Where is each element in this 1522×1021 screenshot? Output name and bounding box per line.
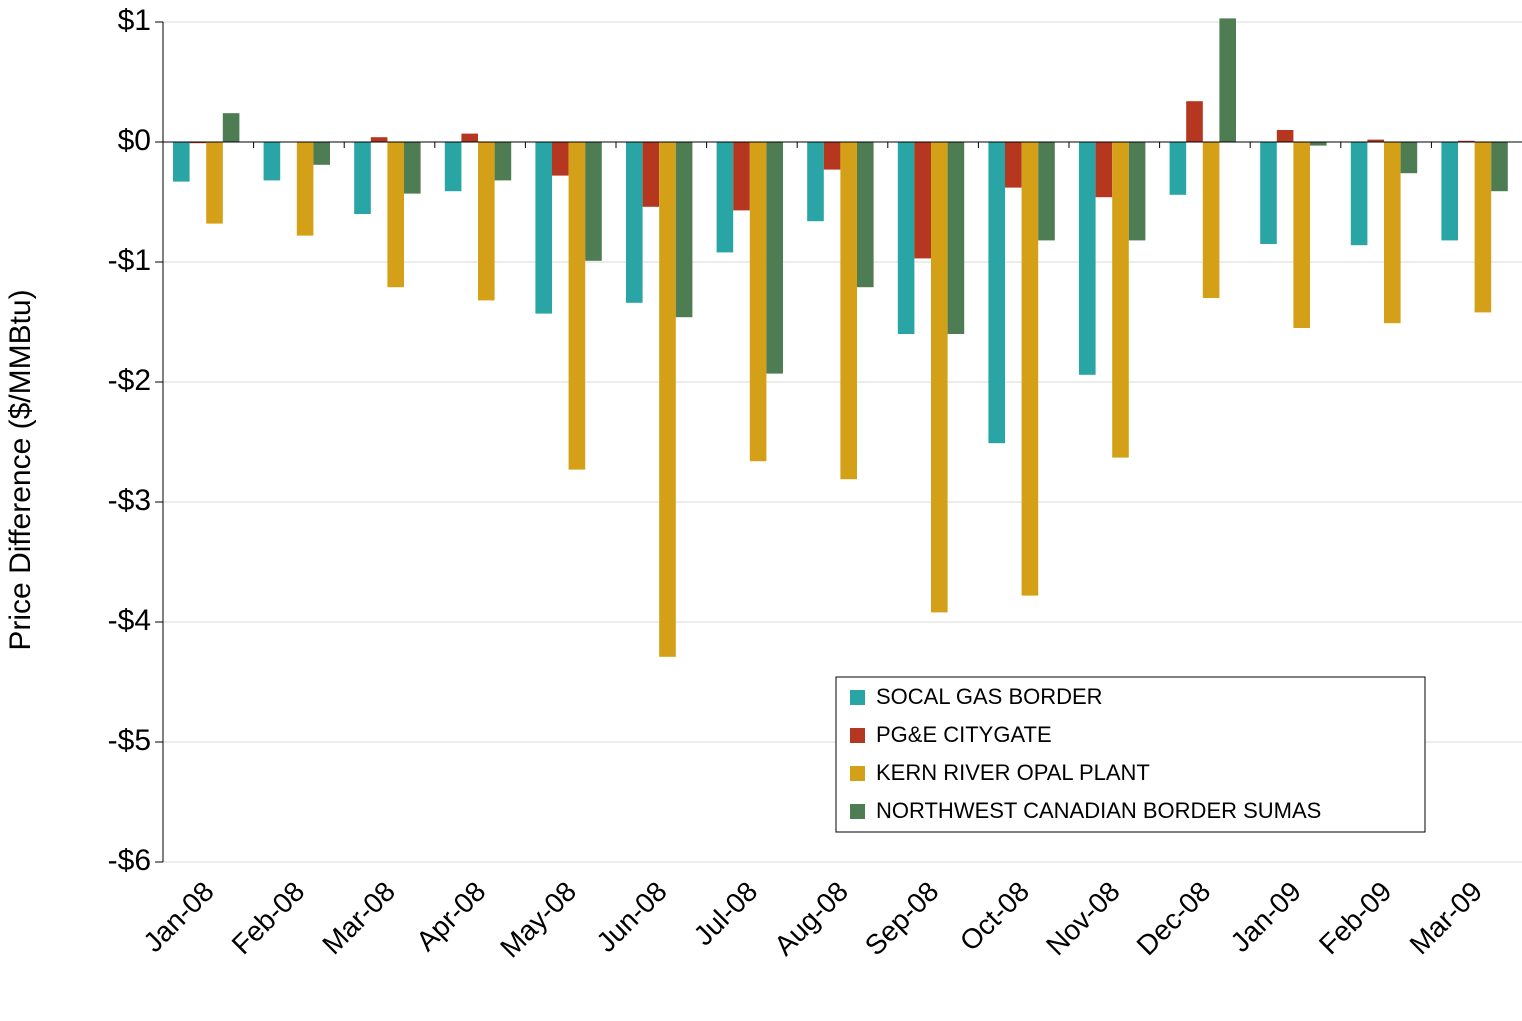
bar: [263, 142, 281, 181]
bar: [914, 142, 931, 259]
bar: [1458, 140, 1475, 142]
bar: [296, 142, 314, 236]
x-tick-label: Aug-08: [768, 876, 854, 962]
bar: [354, 142, 371, 214]
bar: [840, 142, 857, 480]
bar: [370, 137, 388, 142]
bar: [585, 142, 602, 261]
bar: [857, 142, 874, 288]
y-tick-label: -$6: [108, 844, 151, 877]
bar: [568, 142, 586, 470]
legend-label: KERN RIVER OPAL PLANT: [876, 760, 1150, 785]
bar: [675, 142, 693, 318]
bar: [1310, 142, 1327, 146]
bar: [1219, 18, 1236, 142]
y-tick-label: $1: [118, 4, 151, 37]
bar: [716, 142, 734, 253]
bar: [1384, 142, 1401, 324]
bar: [1095, 142, 1113, 198]
bar: [749, 142, 767, 462]
bar: [1400, 142, 1418, 174]
bar: [1260, 142, 1277, 244]
y-tick-label: -$3: [108, 484, 151, 517]
bar: [1186, 101, 1203, 142]
bar: [1350, 142, 1368, 246]
x-tick-label: Feb-09: [1313, 876, 1398, 961]
legend-swatch: [850, 804, 865, 819]
bar: [1202, 142, 1220, 298]
legend-label: SOCAL GAS BORDER: [876, 684, 1103, 709]
bar: [823, 142, 841, 170]
x-tick-label: Nov-08: [1040, 876, 1126, 962]
x-tick-label: Feb-08: [226, 876, 311, 961]
bar: [659, 142, 676, 657]
bar: [1474, 142, 1492, 313]
bar: [535, 142, 552, 314]
bar: [947, 142, 965, 334]
bar: [1491, 142, 1508, 192]
bar: [313, 142, 330, 165]
x-tick-label: Mar-08: [316, 876, 401, 961]
bar: [478, 142, 495, 301]
bar: [1112, 142, 1129, 458]
x-tick-label: Jan-09: [1225, 876, 1307, 958]
bar: [494, 142, 512, 181]
y-axis-label: Price Difference ($/MMBtu): [4, 289, 37, 650]
x-tick-label: Apr-08: [410, 876, 491, 957]
bar: [1079, 142, 1096, 375]
x-tick-label: Jan-08: [137, 876, 219, 958]
y-tick-label: -$1: [108, 244, 151, 277]
legend-box: [835, 676, 1426, 833]
y-tick-label: -$4: [108, 604, 151, 637]
bar: [1367, 139, 1384, 142]
bar: [461, 133, 478, 142]
x-tick-label: Jul-08: [688, 876, 764, 952]
bar: [552, 142, 569, 176]
bar: [206, 142, 223, 224]
legend-label: NORTHWEST CANADIAN BORDER SUMAS: [876, 798, 1321, 823]
bar: [1169, 142, 1187, 195]
bar: [733, 142, 750, 211]
y-tick-label: -$2: [108, 364, 151, 397]
bar: [1441, 142, 1458, 241]
x-tick-label: Sep-08: [859, 876, 945, 962]
bar: [931, 142, 948, 613]
bar: [1128, 142, 1146, 241]
bar: [1293, 142, 1310, 328]
x-tick-label: Jun-08: [590, 876, 672, 958]
bar: [173, 142, 190, 182]
bar: [1038, 142, 1055, 241]
bar: [897, 142, 915, 334]
bar: [988, 142, 1005, 444]
y-tick-label: $0: [118, 124, 151, 157]
bar: [1021, 142, 1039, 596]
bar: [404, 142, 421, 194]
bar: [1276, 130, 1294, 142]
y-tick-label: -$5: [108, 724, 151, 757]
x-tick-label: Dec-08: [1131, 876, 1217, 962]
bar: [626, 142, 643, 303]
bar: [444, 142, 462, 192]
bar: [642, 142, 660, 207]
x-tick-label: Mar-09: [1404, 876, 1489, 961]
x-tick-label: Oct-08: [954, 876, 1035, 957]
legend-swatch: [850, 766, 865, 781]
bar: [222, 113, 240, 142]
legend-swatch: [850, 728, 865, 743]
bar: [387, 142, 404, 288]
bar: [189, 142, 207, 144]
bar: [807, 142, 824, 222]
bar: [766, 142, 783, 374]
legend-label: PG&E CITYGATE: [876, 722, 1052, 747]
legend-swatch: [850, 690, 865, 705]
x-tick-label: May-08: [494, 876, 582, 964]
bar: [1005, 142, 1022, 188]
